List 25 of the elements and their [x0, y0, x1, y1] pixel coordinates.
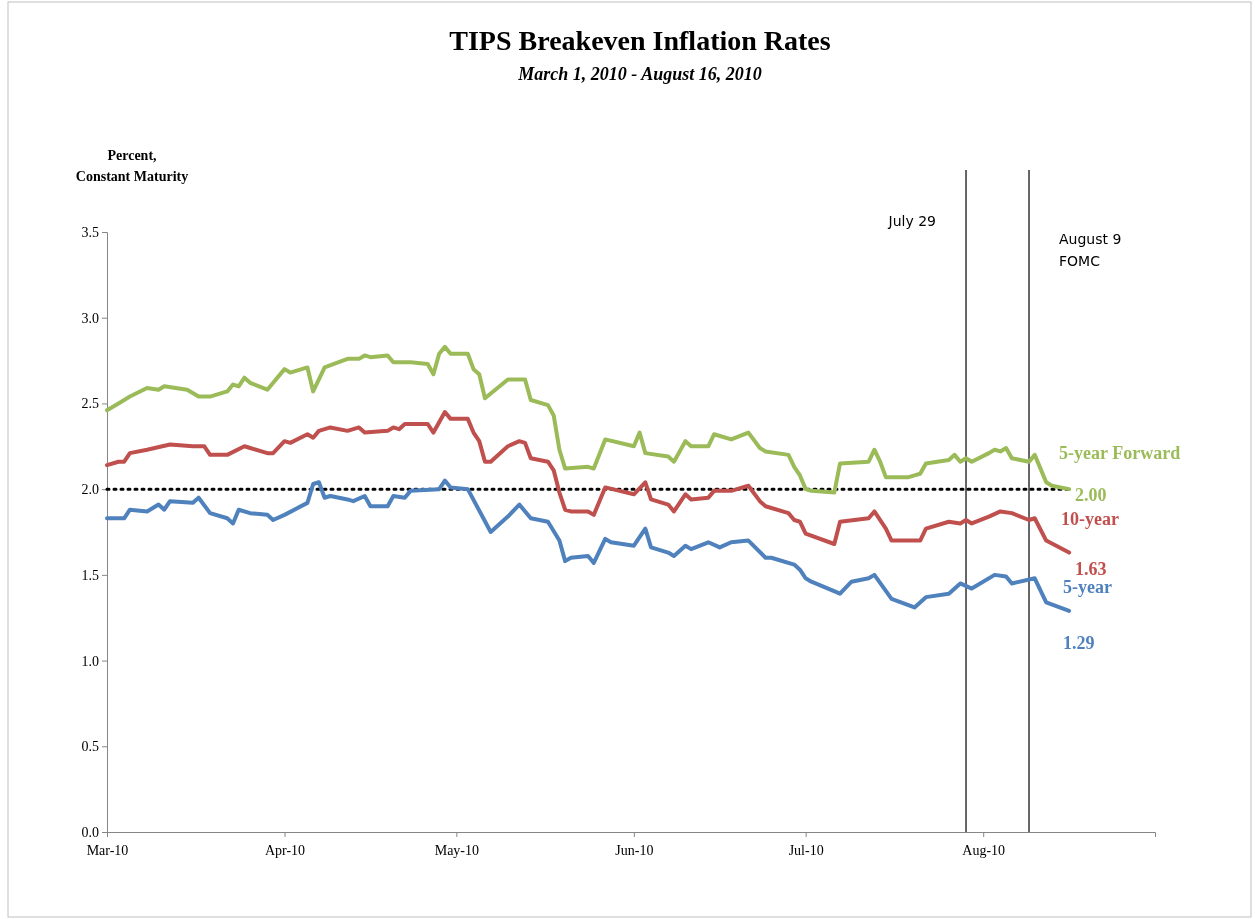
- y-tick-label: 0.5: [81, 739, 99, 755]
- y-tick-label: 2.0: [81, 482, 99, 498]
- annotation: 2.00: [1075, 485, 1107, 506]
- x-tick-label: Aug-10: [962, 843, 1006, 859]
- x-tick-label: Jun-10: [615, 843, 654, 859]
- x-tick-label: Apr-10: [264, 843, 306, 859]
- ref-line-label: July 29: [887, 213, 937, 229]
- y-axis-title: Percent, Constant Maturity: [75, 148, 189, 184]
- y-tick-label: 3.5: [81, 224, 99, 240]
- chart-title: TIPS Breakeven Inflation Rates: [449, 25, 831, 56]
- x-tick-label: Jul-10: [788, 843, 824, 859]
- series-label: 5-year: [1063, 576, 1113, 597]
- y-tick-label: 1.5: [81, 567, 99, 583]
- annotation: 1.29: [1063, 632, 1095, 653]
- annotation: 1.63: [1075, 558, 1107, 579]
- y-tick-label: 3.0: [81, 310, 99, 326]
- x-tick-label: May-10: [434, 843, 479, 859]
- series-label: 5-year Forward: [1059, 443, 1181, 464]
- y-tick-label: 1.0: [81, 653, 99, 669]
- x-tick-label: Mar-10: [86, 843, 129, 859]
- series-label: 10-year: [1061, 508, 1120, 529]
- y-tick-label: 2.5: [81, 396, 99, 412]
- chart-subtitle: March 1, 2010 - August 16, 2010: [517, 64, 762, 84]
- y-tick-label: 0.0: [81, 824, 99, 840]
- ref-line-label: August 9 FOMC: [1059, 231, 1122, 269]
